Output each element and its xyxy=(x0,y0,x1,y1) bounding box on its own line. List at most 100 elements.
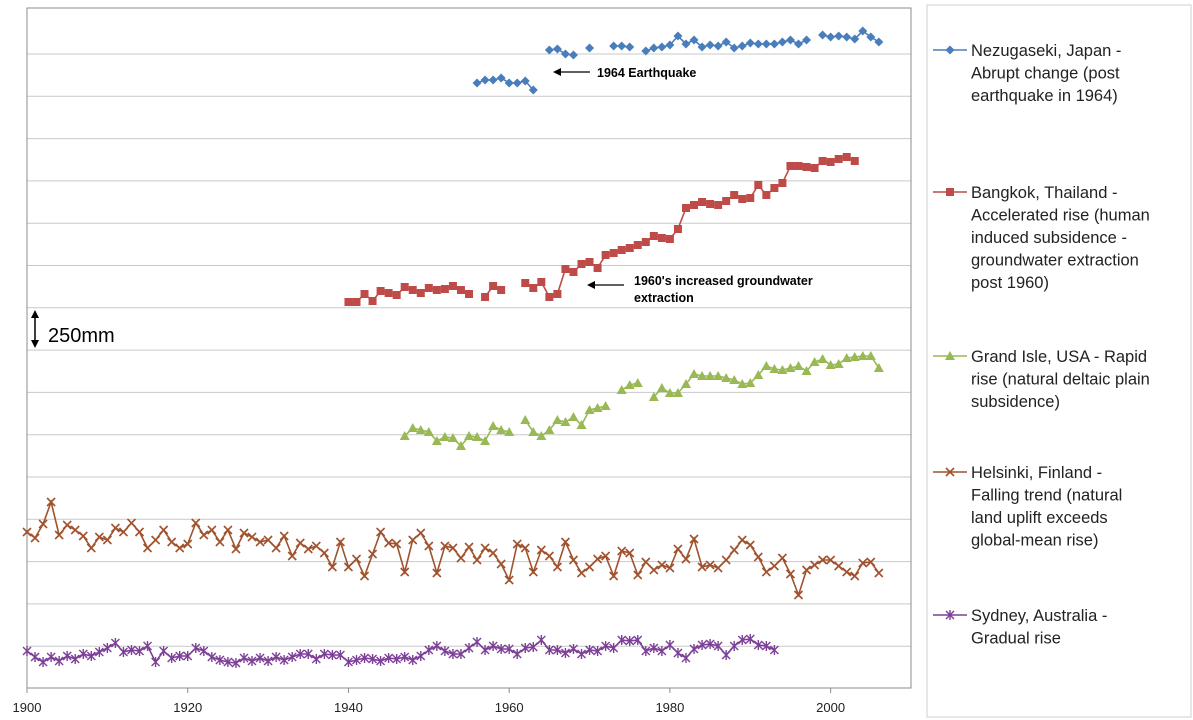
legend-bangkok-thailand: Bangkok, Thailand - Accelerated rise (hum… xyxy=(933,184,1150,292)
series-helsinki-finland-point xyxy=(416,528,426,538)
series-helsinki-finland-point xyxy=(488,548,498,558)
series-sydney-australia-point xyxy=(544,645,554,655)
series-helsinki-finland-point xyxy=(697,562,707,572)
series-sydney-australia-point xyxy=(54,656,64,666)
series-sydney-australia-point xyxy=(448,649,458,659)
series-helsinki-finland-point xyxy=(737,535,747,545)
series-layer xyxy=(22,26,884,668)
series-sydney-australia-point xyxy=(440,646,450,656)
series-nezugaseki-japan-point xyxy=(866,32,876,42)
series-grand-isle-usa-point xyxy=(568,412,579,421)
series-bangkok-thailand-point xyxy=(448,282,457,290)
series-sydney-australia-point xyxy=(408,655,418,665)
series-sydney-australia-point xyxy=(705,639,715,649)
series-nezugaseki-japan-point xyxy=(858,26,868,36)
series-sydney-australia-point xyxy=(713,641,723,651)
series-nezugaseki-japan-point xyxy=(729,43,739,53)
series-helsinki-finland-point xyxy=(681,554,691,564)
series-sydney-australia-point xyxy=(649,643,659,653)
x-tick-label: 1900 xyxy=(13,700,42,715)
series-sydney-australia-point xyxy=(568,644,578,654)
series-sydney-australia-point xyxy=(255,653,265,663)
series-helsinki-finland-point xyxy=(504,575,514,585)
series-bangkok-thailand-point xyxy=(738,195,747,203)
series-grand-isle-usa-point xyxy=(464,431,474,440)
series-helsinki-finland-point xyxy=(376,527,386,537)
series-bangkok-thailand-point xyxy=(585,258,594,266)
series-grand-isle-usa-point xyxy=(737,379,748,388)
series-sydney-australia-point xyxy=(488,641,498,651)
series-sydney-australia-point xyxy=(62,651,72,661)
legend-sydney-australia-text: Gradual rise xyxy=(971,630,1061,648)
series-bangkok-thailand-point xyxy=(802,163,811,171)
series-nezugaseki-japan-point xyxy=(568,50,578,60)
series-sydney-australia-line xyxy=(26,638,775,664)
annotation-groundwater: 1960's increased groundwater extraction xyxy=(587,274,813,305)
series-grand-isle-usa-point xyxy=(415,425,426,434)
series-helsinki-finland-point xyxy=(392,539,402,549)
series-helsinki-finland-point xyxy=(544,551,554,561)
series-helsinki-finland-point xyxy=(207,525,217,535)
series-bangkok-thailand-point xyxy=(826,158,835,166)
series-helsinki-finland-point xyxy=(713,563,723,573)
series-helsinki-finland-point xyxy=(456,553,466,563)
series-nezugaseki-japan-point xyxy=(842,32,852,42)
series-grand-isle-usa-point xyxy=(423,427,434,436)
series-helsinki-finland-point xyxy=(263,535,273,545)
series-nezugaseki-japan-point xyxy=(769,39,779,49)
series-grand-isle-usa-point xyxy=(713,371,724,380)
series-sydney-australia-point xyxy=(577,649,587,659)
series-helsinki-finland-point xyxy=(400,567,410,577)
series-helsinki-finland-point xyxy=(279,531,289,541)
series-sydney-australia-point xyxy=(279,655,289,665)
series-grand-isle-usa-point xyxy=(857,351,868,360)
series-nezugaseki-japan-point xyxy=(673,31,683,41)
legend-grand-isle-usa-marker xyxy=(945,351,955,360)
series-bangkok-thailand-point xyxy=(593,264,602,272)
series-bangkok-thailand-point xyxy=(601,251,610,259)
series-bangkok-thailand-point xyxy=(722,197,731,205)
series-helsinki-finland-point xyxy=(729,545,739,555)
series-bangkok-thailand-point xyxy=(344,298,353,306)
series-helsinki-finland-point xyxy=(408,535,418,545)
series-nezugaseki-japan-point xyxy=(480,75,490,85)
legend-bangkok-thailand-marker xyxy=(946,188,954,196)
series-sydney-australia-point xyxy=(681,653,691,663)
series-helsinki-finland-point xyxy=(359,571,370,581)
series-sydney-australia-point xyxy=(761,641,771,651)
series-helsinki-finland-point xyxy=(384,538,394,548)
series-grand-isle-usa-point xyxy=(833,359,844,368)
series-nezugaseki-japan-point xyxy=(665,40,675,50)
series-sydney-australia-point xyxy=(528,642,538,652)
annotation-groundwater-line1: 1960's increased groundwater xyxy=(634,274,813,288)
series-nezugaseki-japan xyxy=(472,26,884,95)
series-helsinki-finland-point xyxy=(818,555,828,565)
series-helsinki-finland-point xyxy=(834,561,844,571)
series-nezugaseki-japan-point xyxy=(649,43,659,53)
series-nezugaseki-japan-point xyxy=(721,37,731,47)
series-sydney-australia-point xyxy=(368,654,378,664)
legend-helsinki-finland-text: global-mean rise) xyxy=(971,532,1098,550)
legend-sydney-australia: Sydney, Australia - Gradual rise xyxy=(933,607,1107,648)
series-helsinki-finland-point xyxy=(785,569,796,579)
series-bangkok-thailand-point xyxy=(698,198,707,206)
series-sydney-australia-point xyxy=(199,646,209,656)
series-grand-isle-usa-point xyxy=(849,352,860,361)
annotation-earthquake-text: 1964 Earthquake xyxy=(597,66,696,80)
series-bangkok-thailand-point xyxy=(521,279,530,287)
series-nezugaseki-japan-point xyxy=(560,49,570,59)
series-grand-isle-usa-point xyxy=(592,403,603,412)
series-nezugaseki-japan-point xyxy=(850,34,860,44)
series-sydney-australia-point xyxy=(376,656,386,666)
gridlines xyxy=(27,53,911,647)
series-helsinki-finland-point xyxy=(842,567,852,577)
series-sydney-australia-point xyxy=(287,652,297,662)
series-grand-isle-usa-point xyxy=(600,401,611,410)
series-bangkok-thailand-point xyxy=(794,162,803,170)
series-grand-isle-usa-point xyxy=(664,388,675,397)
series-sydney-australia-point xyxy=(215,655,225,665)
series-grand-isle-usa-point xyxy=(504,427,515,436)
annotation-groundwater-line2: extraction xyxy=(634,291,694,305)
series-sydney-australia-point xyxy=(335,650,345,660)
legend-nezugaseki-japan-marker xyxy=(945,45,955,55)
